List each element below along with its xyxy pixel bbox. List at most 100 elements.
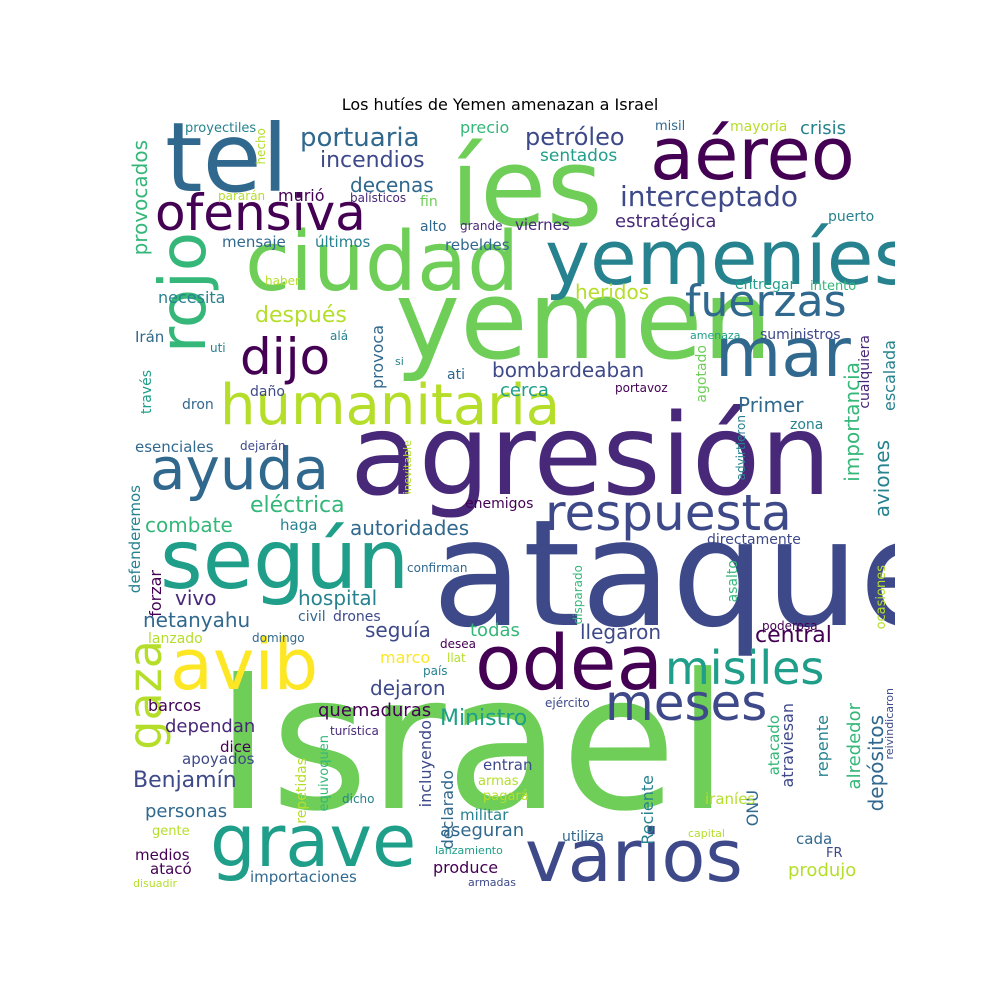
word: según [160, 513, 410, 608]
word: defenderemos [126, 485, 144, 594]
word: incluyendo [416, 720, 435, 808]
word: ciudad [245, 215, 520, 310]
word: agotado [694, 345, 710, 403]
word: haga [280, 516, 318, 534]
word: medios [135, 846, 190, 864]
word: dependan [165, 716, 256, 737]
word: ati [447, 367, 465, 383]
word: haber [265, 274, 300, 288]
word: gente [152, 824, 190, 839]
word: repetidas [294, 758, 310, 824]
word: autoridades [350, 516, 470, 540]
word: civil [298, 609, 326, 625]
word: aviones [870, 440, 894, 518]
word: grave [210, 799, 417, 883]
word: país [423, 664, 448, 678]
word: cerca [500, 380, 549, 401]
word: escalada [880, 340, 895, 411]
word: advirtieron [734, 415, 748, 481]
word: heridos [575, 280, 650, 304]
word: dicho [342, 792, 375, 806]
word: si [395, 355, 404, 368]
word: personas [145, 801, 228, 822]
word: capital [688, 827, 725, 840]
word: armas [478, 774, 519, 789]
word: sentados [540, 146, 618, 166]
word: últimos [315, 233, 371, 251]
word: Benjamín [133, 768, 237, 793]
word: puerto [828, 209, 875, 225]
word: marco [380, 648, 431, 667]
word: apoyados [182, 750, 255, 768]
word: estratégica [615, 211, 717, 232]
word: hospital [298, 586, 378, 610]
word: ejército [545, 696, 590, 710]
word: gaza [125, 640, 172, 750]
word: murió [278, 186, 325, 205]
word: entregar [735, 277, 796, 293]
word: provoca [368, 325, 387, 390]
word: mensaje [222, 233, 286, 251]
word: combate [145, 513, 233, 537]
word: dron [182, 397, 214, 413]
word: lanzado [148, 631, 203, 647]
word: asalto [725, 560, 741, 603]
word: rebeldes [445, 236, 510, 254]
word: uti [210, 341, 226, 355]
word: barcos [148, 696, 202, 715]
word: proyectiles [185, 121, 257, 136]
word: iraníes [705, 790, 756, 808]
word: Primer [738, 393, 804, 417]
word: fuerzas [685, 276, 847, 327]
page-title: Los hutíes de Yemen amenazan a Israel [341, 95, 659, 114]
word: Irán [135, 328, 165, 346]
word: mar [715, 314, 851, 393]
word: directamente [707, 532, 801, 548]
word: intento [810, 279, 857, 294]
word: esenciales [135, 438, 214, 456]
word: tel [165, 120, 289, 214]
word: netanyahu [143, 608, 251, 632]
word: alá [330, 329, 349, 343]
word: cada [796, 830, 833, 848]
word: atraviesan [778, 703, 797, 788]
word: interceptado [620, 180, 799, 213]
word: necesita [158, 288, 226, 307]
word: daño [250, 384, 285, 400]
word: fin [420, 194, 438, 210]
word: produce [433, 858, 499, 877]
word: Ministro [440, 706, 528, 731]
word: ofensiva [155, 184, 366, 242]
word: hecho [254, 128, 268, 165]
word: llegaron [580, 620, 662, 644]
word: dice [220, 738, 252, 756]
word: portuaria [300, 123, 420, 153]
word: yemeníes [545, 213, 895, 302]
word: precio [460, 120, 510, 137]
word: central [755, 623, 832, 648]
word: aéreo [650, 120, 855, 196]
word: dijo [240, 328, 331, 386]
word: produjo [788, 860, 857, 881]
word: varios [525, 814, 743, 890]
word: enemigos [465, 496, 534, 512]
word: atacó [150, 860, 192, 878]
word: llat [447, 651, 466, 665]
word: entran [483, 756, 533, 774]
word: viernes [515, 216, 570, 234]
word: todas [470, 620, 520, 641]
word: dejarán [240, 439, 286, 453]
word: pagará [483, 789, 529, 804]
word: FR [826, 846, 843, 861]
word: equivoquen [317, 735, 332, 812]
word: mayoría [730, 120, 788, 135]
word: misil [655, 120, 686, 134]
word: incendios [320, 148, 425, 173]
word: odea [475, 618, 664, 707]
word: vivo [175, 586, 217, 610]
word: pararán [218, 189, 266, 203]
word: aseguran [440, 820, 525, 841]
word: después [255, 303, 347, 328]
word: zona [790, 417, 824, 433]
word: amenaza [690, 329, 741, 342]
